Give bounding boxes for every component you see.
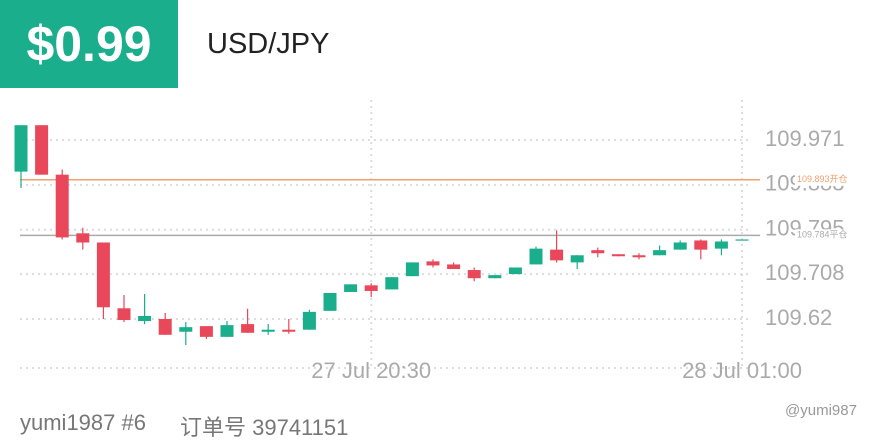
candle-body [261,329,275,332]
candle-body [364,285,378,291]
y-tick-label: 109.62 [765,305,832,330]
candle-body [323,292,337,311]
candle-body [529,248,543,265]
reference-label-bg [795,173,865,186]
watermark: @yumi987 [785,402,857,419]
candle-body [611,254,625,257]
y-tick-label: 109.708 [765,260,845,285]
candle-body [405,262,419,277]
candle-body [14,125,28,172]
candle-body [220,325,234,337]
symbol: USD/JPY [207,28,330,60]
candle-body [138,315,152,322]
candle-body [714,241,728,249]
candle-body [735,239,749,241]
candle-body [302,311,316,330]
reference-label-bg [795,229,865,242]
candle-body [694,240,708,250]
user: yumi1987 #6 [20,410,146,435]
candle-body [550,249,564,261]
candle-body [35,125,49,175]
x-tick-label: 27 Jul 20:30 [311,358,431,383]
candle-body [673,242,687,250]
candle-body [508,267,522,275]
candle-body [447,264,461,270]
candle-body [96,242,110,308]
candle-body [179,327,193,332]
price-badge: $0.99 [0,0,178,88]
candle-body [426,261,440,266]
candle-body [55,174,69,238]
candle-body [199,326,213,337]
y-tick-label: 109.971 [765,126,845,151]
candle-body [282,329,296,332]
candle-body [570,255,584,263]
candle-body [488,275,502,279]
reference-label: 109.893开仓 [797,173,848,184]
candle-body [344,284,358,292]
candle-body [653,250,667,256]
candle-body [591,250,605,254]
reference-label: 109.784平仓 [797,229,848,240]
order-number: 订单号 39741151 [180,415,349,440]
candle-body [241,324,255,333]
candle-body [76,233,90,243]
candle-body [158,319,172,335]
candle-body [385,277,399,290]
candle-body [467,270,481,279]
candle-body [632,255,646,258]
candle-body [117,308,131,321]
x-tick-label: 28 Jul 01:00 [682,358,802,383]
